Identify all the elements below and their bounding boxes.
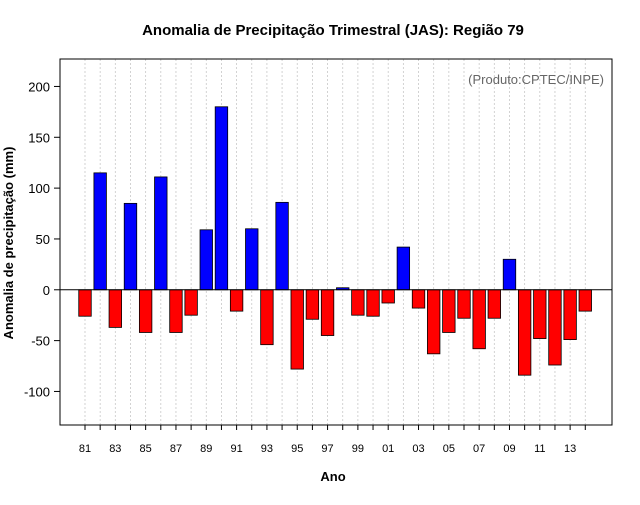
bar-05 (442, 289, 456, 333)
y-tick-label: 100 (28, 181, 50, 196)
bar-95 (290, 289, 304, 370)
x-tick-label: 85 (140, 443, 152, 455)
bar-07 (472, 289, 486, 350)
bar-86 (154, 176, 168, 291)
bar-85 (138, 289, 153, 333)
x-tick-label: 97 (321, 443, 333, 455)
bar-99 (351, 289, 365, 316)
bar-87 (169, 289, 183, 333)
x-tick-label: 13 (564, 443, 576, 455)
bar-91 (229, 289, 244, 312)
bar-84 (123, 202, 138, 291)
y-tick-label: 150 (28, 130, 50, 145)
bar-90 (214, 106, 229, 291)
x-tick-label: 87 (170, 443, 182, 455)
x-tick-label: 05 (443, 443, 455, 455)
x-tick-label: 83 (109, 443, 121, 455)
bar-97 (320, 289, 335, 336)
y-tick-label: 0 (43, 283, 50, 298)
y-tick-label: 50 (36, 232, 50, 247)
bar-11 (533, 289, 547, 339)
x-tick-label: 11 (534, 443, 545, 455)
bar-82 (93, 172, 107, 291)
grid-lines (84, 59, 586, 425)
x-tick-label: 81 (79, 443, 91, 455)
bar-08 (487, 289, 501, 319)
bar-12 (548, 289, 562, 366)
x-tick-label: 09 (503, 443, 515, 455)
x-tick-label: 91 (230, 443, 242, 455)
bar-03 (411, 289, 426, 309)
bar-81 (78, 289, 92, 317)
x-tick-label: 07 (473, 443, 485, 455)
chart-title: Anomalia de Precipitação Trimestral (JAS… (142, 22, 524, 39)
x-tick-label: 01 (382, 443, 394, 455)
bar-02 (396, 246, 411, 291)
bar-04 (427, 289, 441, 355)
y-tick-label: 200 (28, 79, 50, 94)
bar-88 (184, 289, 198, 316)
bar-09 (502, 258, 517, 291)
y-axis-label: Anomalia de precipitação (mm) (1, 147, 16, 340)
x-tick-label: 99 (352, 443, 364, 455)
bar-92 (245, 228, 259, 291)
bar-06 (457, 289, 471, 319)
plot-frame (59, 58, 613, 426)
bar-96 (305, 289, 320, 320)
bar-01 (381, 289, 395, 304)
bar-83 (108, 289, 122, 328)
bar-94 (275, 201, 289, 291)
bar-89 (199, 229, 213, 291)
bar-10 (517, 289, 532, 376)
x-tick-label: 93 (261, 443, 273, 455)
x-axis-label: Ano (320, 469, 345, 484)
bars (78, 106, 592, 376)
product-annotation: (Produto:CPTEC/INPE) (468, 72, 604, 87)
bar-13 (563, 289, 577, 340)
x-axis: 81 83 85 87 89 91 93 95 97 99 01 03 05 07 09 11 13 (79, 425, 586, 455)
bar-00 (366, 289, 380, 317)
x-tick-label: 95 (291, 443, 303, 455)
y-axis: -100 -50 0 50 100 150 200 (24, 79, 60, 399)
bar-93 (260, 289, 274, 346)
y-tick-label: -50 (31, 334, 50, 349)
y-tick-label: -100 (24, 384, 50, 399)
x-tick-label: 03 (412, 443, 424, 455)
bar-14 (578, 289, 592, 312)
x-tick-label: 89 (200, 443, 212, 455)
